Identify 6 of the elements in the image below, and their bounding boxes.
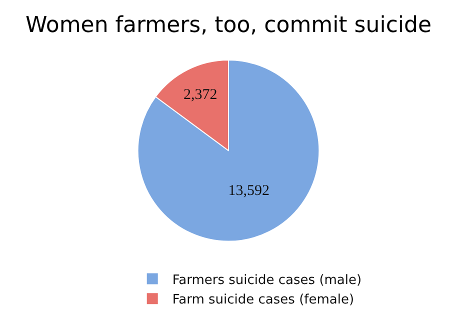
legend-label: Farmers suicide cases (male) [172, 272, 362, 288]
data-label: 2,372 [183, 86, 218, 103]
chart-title: Women farmers, too, commit suicide [25, 12, 432, 38]
legend-label: Farm suicide cases (female) [172, 292, 354, 308]
pie-slice [137, 60, 320, 242]
data-label: 13,592 [228, 183, 270, 200]
